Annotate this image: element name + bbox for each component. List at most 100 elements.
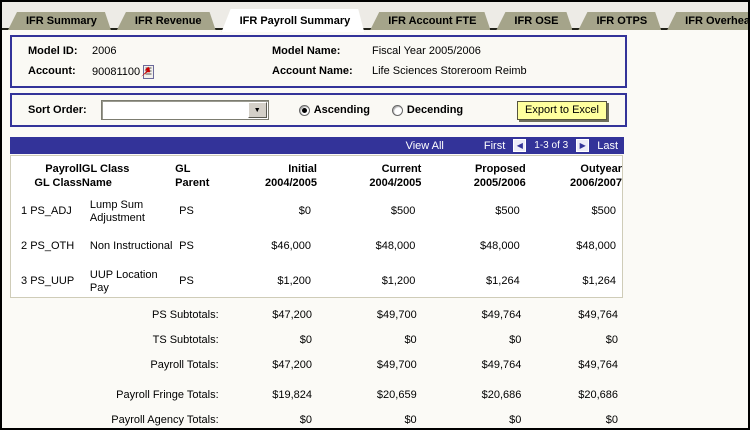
col-header-gl-parent: GL Parent: [175, 163, 210, 189]
total-current: $0: [404, 413, 417, 426]
next-page-icon[interactable]: ▶: [576, 139, 590, 152]
ascending-radio[interactable]: [298, 104, 310, 116]
total-outyear: $49,764: [578, 308, 618, 321]
totals-row-payroll-totals: Payroll Totals: $47,200 $49,700 $49,764 …: [11, 352, 624, 377]
model-name-label: Model Name:: [272, 44, 341, 57]
payroll-grid: Payroll GL Class GL Class Name GL Parent In…: [10, 155, 623, 298]
total-initial: $0: [299, 413, 312, 426]
sort-order-label: Sort Order:: [28, 104, 87, 116]
tab-ifr-overhead[interactable]: IFR Overhead: [667, 12, 750, 30]
total-current: $20,659: [376, 388, 417, 401]
row-number: 1: [21, 205, 28, 217]
total-label: Payroll Totals:: [150, 358, 219, 371]
account-drilldown-icon[interactable]: [141, 64, 155, 79]
total-label: TS Subtotals:: [152, 333, 219, 346]
model-id-label: Model ID:: [28, 44, 78, 57]
total-proposed: $0: [509, 333, 522, 346]
dropdown-arrow-icon[interactable]: ▼: [247, 102, 267, 118]
col-header-proposed: Proposed 2005/2006: [473, 163, 526, 189]
view-all-link[interactable]: View All: [405, 139, 444, 152]
account-label: Account:: [28, 64, 76, 77]
tab-ifr-account-fte[interactable]: IFR Account FTE: [370, 12, 490, 30]
col-header-gl-class-name: GL Class Name: [81, 163, 130, 189]
gl-parent: PS: [179, 205, 194, 217]
grid-header-row: Payroll GL Class GL Class Name GL Parent In…: [11, 156, 622, 194]
outyear-amount: $48,000: [576, 240, 616, 252]
gl-parent: PS: [179, 275, 194, 287]
ascending-label: Ascending: [313, 104, 370, 116]
totals-section: PS Subtotals: $47,200 $49,700 $49,764 $4…: [11, 302, 624, 428]
current-amount: $500: [390, 205, 416, 217]
total-proposed: $0: [509, 413, 522, 426]
proposed-amount: $500: [495, 205, 520, 217]
total-label: Payroll Agency Totals:: [111, 413, 219, 426]
row-number: 2: [21, 240, 28, 252]
total-current: $0: [404, 333, 417, 346]
total-outyear: $20,686: [578, 388, 618, 401]
row-number: 3: [21, 275, 28, 287]
gl-class-code: PS_ADJ: [30, 205, 72, 217]
col-header-payroll-gl-class: Payroll GL Class: [34, 163, 82, 189]
total-outyear: $49,764: [578, 358, 618, 371]
gl-parent: PS: [179, 240, 194, 252]
initial-amount: $46,000: [271, 240, 311, 252]
first-link[interactable]: First: [483, 139, 506, 152]
proposed-amount: $1,264: [486, 275, 520, 287]
total-current: $49,700: [376, 358, 417, 371]
tab-bar: IFR Summary IFR Revenue IFR Payroll Summ…: [2, 2, 748, 30]
tab-ifr-otps[interactable]: IFR OTPS: [578, 12, 661, 30]
gl-class-name: UUP Location Pay: [89, 268, 158, 294]
totals-row-payroll-agency-totals: Payroll Agency Totals: $0 $0 $0 $0: [11, 407, 624, 428]
account-name-value: Life Sciences Storeroom Reimb: [372, 64, 527, 77]
total-initial: $19,824: [272, 388, 312, 401]
col-header-current: Current 2004/2005: [369, 163, 422, 189]
initial-amount: $1,200: [277, 275, 311, 287]
totals-row-ts-subtotals: TS Subtotals: $0 $0 $0 $0: [11, 327, 624, 352]
sort-order-select[interactable]: ▼: [100, 100, 269, 120]
last-link[interactable]: Last: [597, 139, 618, 152]
totals-row-ps-subtotals: PS Subtotals: $47,200 $49,700 $49,764 $4…: [11, 302, 624, 327]
export-to-excel-button[interactable]: Export to Excel: [517, 100, 607, 120]
model-name-value: Fiscal Year 2005/2006: [372, 44, 481, 57]
total-initial: $0: [299, 333, 312, 346]
col-header-initial: Initial 2004/2005: [264, 163, 317, 189]
grid-pagination-bar: View All First ◀ 1-3 of 3 ▶ Last: [10, 137, 624, 154]
model-info-panel: Model ID: 2006 Model Name: Fiscal Year 2…: [10, 35, 627, 88]
total-proposed: $49,764: [481, 358, 522, 371]
current-amount: $48,000: [375, 240, 416, 252]
outyear-amount: $500: [591, 205, 616, 217]
total-current: $49,700: [376, 308, 417, 321]
total-label: Payroll Fringe Totals:: [116, 388, 219, 401]
total-initial: $47,200: [272, 308, 312, 321]
total-initial: $47,200: [272, 358, 312, 371]
model-id-value: 2006: [92, 44, 117, 57]
current-amount: $1,200: [381, 275, 416, 287]
total-outyear: $0: [605, 413, 618, 426]
tab-ifr-revenue[interactable]: IFR Revenue: [117, 12, 216, 30]
gl-class-name: Non Instructional: [89, 240, 173, 252]
gl-class-code: PS_OTH: [30, 240, 75, 252]
table-row: 3 PS_UUP UUP Location Pay PS $1,200 $1,2…: [11, 264, 622, 299]
total-outyear: $0: [605, 333, 618, 346]
tab-ifr-summary[interactable]: IFR Summary: [8, 12, 111, 30]
gl-class-name: Lump Sum Adjustment: [89, 198, 145, 224]
gl-class-code: PS_UUP: [30, 275, 75, 287]
proposed-amount: $48,000: [479, 240, 520, 252]
table-row: 1 PS_ADJ Lump Sum Adjustment PS $0 $500 …: [11, 194, 622, 229]
tab-ifr-ose[interactable]: IFR OSE: [496, 12, 572, 30]
total-label: PS Subtotals:: [152, 308, 219, 321]
totals-row-payroll-fringe-totals: Payroll Fringe Totals: $19,824 $20,659 $…: [11, 382, 624, 407]
sort-controls-panel: Sort Order: ▼ Ascending Decending Export…: [10, 93, 627, 127]
tab-ifr-payroll-summary[interactable]: IFR Payroll Summary: [222, 9, 365, 32]
row-range-text: 1-3 of 3: [534, 140, 569, 151]
initial-amount: $0: [298, 205, 311, 217]
previous-page-icon[interactable]: ◀: [513, 139, 527, 152]
descending-radio[interactable]: [391, 104, 403, 116]
col-header-outyear: Outyear 2006/2007: [570, 163, 622, 189]
outyear-amount: $1,264: [582, 275, 616, 287]
account-name-label: Account Name:: [272, 64, 353, 77]
table-row: 2 PS_OTH Non Instructional PS $46,000 $4…: [11, 229, 622, 264]
descending-label: Decending: [406, 104, 464, 116]
total-proposed: $20,686: [481, 388, 522, 401]
